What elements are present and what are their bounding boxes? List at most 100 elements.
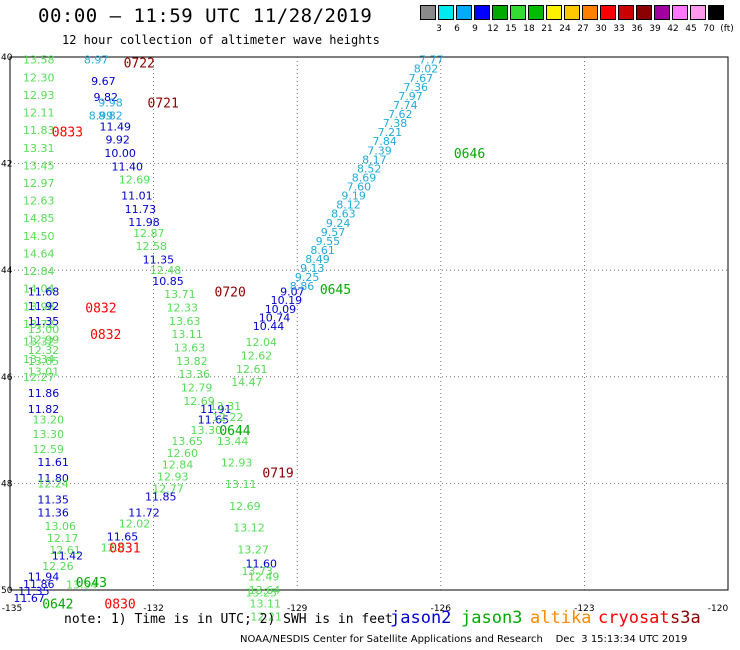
scale-label: 27 xyxy=(577,24,589,34)
wave-height-value: 11.42 xyxy=(52,549,84,562)
longitude-tick-label: -135 xyxy=(2,604,22,614)
wave-height-value: 13.05 xyxy=(28,355,60,368)
wave-height-value: 7.74 xyxy=(393,99,418,112)
pass-time-label: 0720 xyxy=(215,286,246,301)
wave-height-value: 11.36 xyxy=(37,507,69,520)
pass-time-label: 0645 xyxy=(320,283,351,298)
wave-height-value: 11.80 xyxy=(37,472,69,485)
wave-height-value: 14.50 xyxy=(23,230,55,243)
scale-swatch xyxy=(618,5,634,20)
wave-height-value: 12.79 xyxy=(181,381,213,394)
wave-height-value: 12.11 xyxy=(23,107,55,120)
scale-swatch xyxy=(510,5,526,20)
wave-height-value: 11.86 xyxy=(23,578,55,591)
wave-height-value: 8.99 xyxy=(89,110,114,123)
wave-height-value: 9.24 xyxy=(326,217,351,230)
wave-height-value: 12.62 xyxy=(241,349,273,362)
wave-height-value: 11.72 xyxy=(128,507,160,520)
wave-height-value: 11.01 xyxy=(121,190,153,203)
pass-time-label: 0722 xyxy=(124,56,155,71)
wave-height-value: 13.31 xyxy=(210,400,242,413)
wave-height-value: 12.02 xyxy=(119,517,151,530)
wave-height-value: 11.83 xyxy=(23,124,55,137)
wave-height-value: 8.61 xyxy=(310,244,335,257)
credit-line: NOAA/NESDIS Center for Satellite Applica… xyxy=(240,634,688,645)
wave-height-value: 11.67 xyxy=(13,592,45,605)
wave-height-value: 11.61 xyxy=(37,456,69,469)
wave-height-value: 8.49 xyxy=(305,253,330,266)
scale-swatch xyxy=(546,5,562,20)
pass-time-label: 0721 xyxy=(148,96,179,111)
pass-time-label: 0833 xyxy=(52,126,83,141)
latitude-tick-label: 46 xyxy=(1,373,13,383)
wave-height-value: 12.59 xyxy=(33,443,65,456)
page-title: 00:00 – 11:59 UTC 11/28/2019 xyxy=(38,5,373,27)
scale-label: 6 xyxy=(454,24,460,34)
scale-label: 30 xyxy=(595,24,607,34)
wave-height-value: 12.97 xyxy=(23,177,55,190)
wave-height-value: 11.65 xyxy=(107,531,139,544)
scale-label: 3 xyxy=(436,24,442,34)
scale-label: 24 xyxy=(559,24,571,34)
wave-height-value: 13.82 xyxy=(176,355,208,368)
wave-height-value: 7.21 xyxy=(378,126,403,139)
wave-height-value: 8.17 xyxy=(362,153,387,166)
wave-height-value: 12.48 xyxy=(150,264,182,277)
wave-height-value: 12.77 xyxy=(152,483,184,496)
wave-height-value: 7.60 xyxy=(347,181,372,194)
scale-label: 15 xyxy=(505,24,517,34)
wave-height-value: 9.98 xyxy=(98,96,123,109)
wave-height-value: 12.04 xyxy=(246,336,278,349)
wave-height-value: 13.72 xyxy=(23,318,55,331)
wave-height-value: 13.25 xyxy=(246,587,278,600)
wave-height-value: 8.02 xyxy=(414,63,439,76)
wave-height-value: 7.67 xyxy=(409,72,434,85)
longitude-tick-label: -126 xyxy=(431,604,452,614)
scale-swatch xyxy=(672,5,688,20)
scale-swatch xyxy=(636,5,652,20)
scale-label: 70 xyxy=(703,24,715,34)
scale-label: 36 xyxy=(631,24,643,34)
longitude-tick-label: -129 xyxy=(287,604,308,614)
latitude-tick-label: 44 xyxy=(1,266,13,276)
wave-height-value: 7.77 xyxy=(419,54,444,67)
pass-time-label: 0642 xyxy=(42,597,73,612)
latitude-tick-label: 40 xyxy=(1,53,13,63)
wave-height-value: 11.49 xyxy=(100,120,132,133)
wave-height-value: 13.54 xyxy=(66,579,98,592)
wave-height-value: 13.32 xyxy=(23,336,55,349)
pass-time-label: 0832 xyxy=(85,302,116,317)
wave-height-value: 11.73 xyxy=(125,203,157,216)
wave-height-value: 13.20 xyxy=(33,413,65,426)
wave-height-value: 12.69 xyxy=(119,174,151,187)
scale-label: 45 xyxy=(685,24,697,34)
latitude-tick-label: 48 xyxy=(1,479,13,489)
wave-height-value: 12.26 xyxy=(42,560,74,573)
scale-swatch xyxy=(492,5,508,20)
wave-height-value: 14.64 xyxy=(23,247,55,260)
longitude-tick-label: -123 xyxy=(574,604,594,614)
wave-height-value: 13.27 xyxy=(237,543,269,556)
wave-height-value: 13.44 xyxy=(217,435,249,448)
scale-label: 42 xyxy=(667,24,679,34)
map-frame xyxy=(9,56,729,591)
pass-time-label: 0643 xyxy=(76,576,107,591)
wave-height-value: 12.93 xyxy=(157,471,189,484)
wave-height-value: 9.19 xyxy=(341,190,366,203)
wave-height-value: 9.92 xyxy=(105,134,130,147)
wave-height-value: 11.35 xyxy=(37,493,69,506)
wave-height-value: 12.58 xyxy=(135,240,167,253)
wave-height-value: 13.01 xyxy=(28,365,60,378)
wave-height-value: 10.74 xyxy=(259,312,291,325)
wave-height-value: 13.64 xyxy=(249,584,281,597)
wave-height-value: 10.09 xyxy=(265,303,297,316)
wave-height-value: 13.11 xyxy=(250,597,282,610)
wave-height-value: 12.49 xyxy=(248,571,280,584)
wave-height-value: 13.65 xyxy=(171,435,203,448)
wave-height-value: 7.36 xyxy=(403,81,428,94)
satellite-legend-cryosat: cryosat xyxy=(598,608,670,628)
wave-height-value: 13.11 xyxy=(171,328,203,341)
wave-height-value: 8.97 xyxy=(84,54,109,67)
wave-height-value: 11.65 xyxy=(198,413,230,426)
wave-height-value: 13.63 xyxy=(169,315,201,328)
